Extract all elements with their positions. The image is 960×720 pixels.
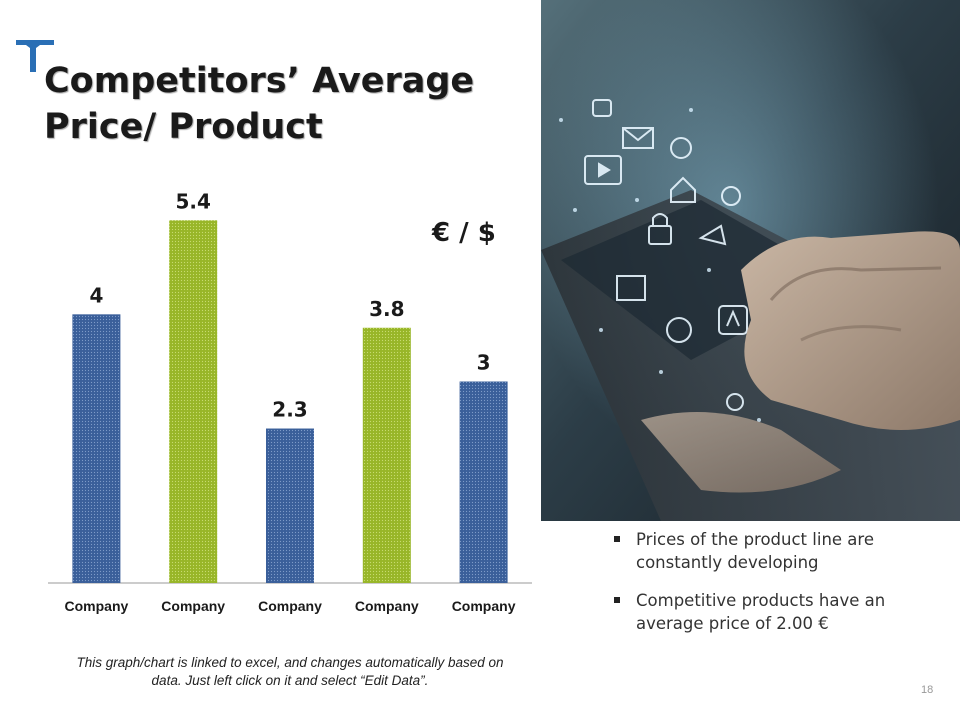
category-label-4: Company (355, 598, 419, 614)
data-label-2: 5.4 (175, 189, 210, 213)
bullet-square-icon (614, 536, 620, 542)
page-title: Competitors’ Average Price/ Product (44, 58, 524, 150)
bar-chart[interactable]: 4 Company 5.4 Company 2.3 Company 3.8 Company 3 C… (0, 180, 540, 640)
chart-footnote: This graph/chart is linked to excel, and… (50, 654, 530, 690)
logo-mark (16, 40, 54, 72)
category-label-3: Company (258, 598, 322, 614)
bar-3[interactable] (266, 428, 314, 583)
hero-image-tablet-hand (541, 0, 960, 521)
bullet-2-line-2: average price of 2.00 € (636, 614, 829, 633)
bullet-1-line-1: Prices of the product line are (636, 530, 874, 549)
bullet-2-line-1: Competitive products have an (636, 591, 886, 610)
bullet-list: Prices of the product line are constantl… (612, 528, 952, 650)
bullet-square-icon (614, 597, 620, 603)
bar-1[interactable] (72, 314, 121, 583)
bar-2[interactable] (169, 220, 218, 584)
data-label-5: 3 (477, 351, 491, 375)
bar-5[interactable] (459, 381, 508, 584)
bar-4[interactable] (362, 327, 411, 583)
footnote-line-1: This graph/chart is linked to excel, and… (76, 655, 504, 670)
data-label-3: 2.3 (272, 398, 307, 422)
page-number: 18 (921, 684, 934, 696)
category-label-1: Company (65, 598, 129, 614)
bullet-1-line-2: constantly developing (636, 553, 819, 572)
currency-unit-label: € / $ (432, 218, 496, 248)
category-label-2: Company (161, 598, 225, 614)
footnote-line-2: data. Just left click on it and select “… (151, 673, 429, 688)
title-line-1: Competitors’ Average (44, 61, 475, 101)
bullet-item: Competitive products have an average pri… (612, 589, 952, 635)
category-label-5: Company (452, 598, 516, 614)
data-label-4: 3.8 (369, 297, 404, 321)
title-line-2: Price/ Product (44, 107, 323, 147)
data-label-1: 4 (89, 283, 103, 307)
bullet-item: Prices of the product line are constantl… (612, 528, 952, 574)
